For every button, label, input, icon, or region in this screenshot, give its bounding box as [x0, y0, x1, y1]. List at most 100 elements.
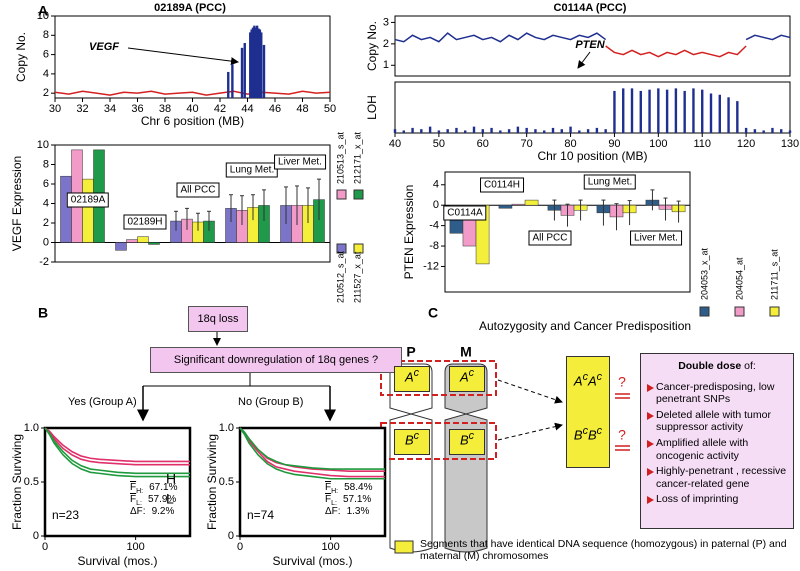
- x-axis-label: Survival (mos.): [272, 554, 352, 568]
- stat: FL: 57.1%: [325, 494, 371, 507]
- survival-curve: [239, 427, 385, 480]
- segment-sup: c: [582, 425, 588, 437]
- y-tick-label: 2: [43, 87, 49, 99]
- bar: [231, 64, 234, 98]
- y-tick-label: 0: [433, 199, 439, 211]
- x-tick-label: 100: [126, 541, 144, 553]
- x-tick-label: 38: [159, 103, 171, 115]
- legend-swatch: [336, 243, 347, 254]
- legend-label: 210513_s_at: [335, 131, 345, 184]
- stat-sub: L:: [331, 500, 337, 507]
- x-tick-label: 100: [649, 138, 667, 150]
- stat: ΔF: 9.2%: [130, 506, 174, 517]
- x-tick-label: 120: [737, 138, 755, 150]
- bar: [420, 129, 423, 133]
- bar: [551, 127, 555, 133]
- list-item: Cancer-predisposing, low penetrant SNPs: [647, 381, 787, 406]
- legend-swatch: [353, 189, 364, 200]
- segment-sup: c: [596, 371, 603, 383]
- segment-sup: c: [468, 367, 475, 379]
- y-axis-label: VEGF Expression: [10, 156, 24, 251]
- x-tick-label: 48: [296, 103, 308, 115]
- flow-box: 18q loss: [188, 306, 248, 332]
- bar: [490, 127, 493, 133]
- stat-value: 57.1%: [342, 494, 372, 505]
- y-tick-label: 10: [37, 139, 49, 151]
- bar: [402, 130, 405, 133]
- bar: [255, 25, 259, 99]
- category-label: 02189H: [123, 214, 167, 230]
- bar: [254, 27, 257, 99]
- category-label: C0114H: [480, 177, 524, 193]
- bar: [516, 126, 520, 133]
- segment-base: A: [404, 369, 414, 385]
- bar: [560, 129, 563, 133]
- bar: [771, 127, 774, 133]
- stat-symbol: F: [130, 482, 137, 493]
- bar: [393, 129, 397, 133]
- stat-value: 9.2%: [151, 506, 175, 517]
- bar: [736, 101, 739, 133]
- category-label: Liver Met.: [630, 230, 682, 246]
- legend-swatch: [353, 243, 364, 254]
- bar: [622, 88, 625, 133]
- category-label: All PCC: [528, 230, 572, 246]
- x-tick-label: 32: [76, 103, 88, 115]
- bar: [525, 127, 528, 133]
- bar: [657, 88, 660, 133]
- group-label: L: [166, 491, 174, 507]
- category-label: Liver Met.: [274, 154, 326, 170]
- x-tick-label: 0: [42, 541, 48, 553]
- legend-label: 211527_x_at: [352, 251, 362, 303]
- plot-frame: [238, 426, 387, 538]
- bar: [718, 94, 721, 133]
- bar: [455, 127, 458, 133]
- question-mark: ?: [618, 427, 626, 443]
- chart-title: C0114A (PCC): [554, 2, 627, 14]
- branch-label: No (Group B): [238, 396, 303, 408]
- category-label: Lung Met.: [583, 174, 637, 190]
- bar: [257, 28, 260, 98]
- legend-label: 204053_x_at: [699, 247, 709, 300]
- list-item: Amplified allele with oncogenic activity: [647, 437, 787, 462]
- x-axis-label: Chr 10 position (MB): [537, 149, 647, 163]
- y-tick-label: 2: [383, 38, 389, 50]
- bar: [543, 130, 546, 133]
- bar: [648, 89, 651, 133]
- y-tick-label: 0: [43, 236, 49, 248]
- stat-value: 67.1%: [149, 482, 178, 493]
- bar: [243, 43, 246, 98]
- category-label: All PCC: [176, 182, 220, 198]
- bullet: [647, 496, 654, 505]
- line: [745, 34, 791, 41]
- bar: [126, 239, 138, 243]
- bar: [260, 32, 263, 98]
- bar: [762, 130, 765, 133]
- chromosome-label: M: [460, 344, 472, 360]
- legend-swatch: [699, 306, 710, 317]
- y-tick-label: 4: [43, 197, 49, 209]
- bar: [674, 88, 678, 133]
- double-dose-box: Double dose of: Cancer-predisposing, low…: [640, 353, 794, 529]
- plot-frame: [394, 81, 791, 134]
- segment: Ac: [394, 366, 430, 392]
- question-mark: ?: [618, 374, 626, 390]
- x-tick-label: 36: [131, 103, 143, 115]
- line: [394, 32, 607, 43]
- bullet: [647, 439, 654, 448]
- survival-curve: [44, 427, 190, 478]
- segment-sup: c: [596, 425, 603, 437]
- legend-swatch: [394, 540, 414, 554]
- segment-base: B: [573, 427, 583, 443]
- plot-frame: [54, 15, 331, 99]
- bar: [437, 130, 441, 133]
- chart: 0 0.5 1.0 0 100 Fraction Surviving Survival (m…: [10, 422, 192, 568]
- chart: -12 -8 -4 0 4 PTEN Expression 204053_x_at 20405…: [402, 171, 780, 317]
- x-tick-label: 46: [269, 103, 281, 115]
- y-tick-label: 2: [43, 217, 49, 229]
- bar: [240, 47, 244, 98]
- chart-title: 02189A (PCC): [154, 2, 226, 14]
- x-axis-label: Chr 6 position (MB): [141, 114, 244, 128]
- bar: [227, 71, 230, 98]
